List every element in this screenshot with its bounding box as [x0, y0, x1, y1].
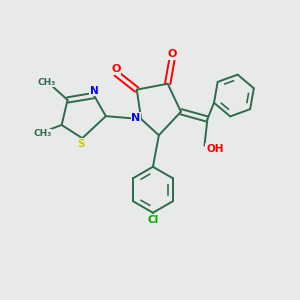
Text: O: O	[112, 64, 121, 74]
Text: O: O	[167, 49, 177, 59]
Text: OH: OH	[206, 143, 224, 154]
Text: N: N	[131, 112, 140, 123]
Text: Cl: Cl	[147, 215, 159, 225]
Text: S: S	[77, 139, 85, 149]
Text: CH₃: CH₃	[33, 129, 52, 138]
Text: N: N	[90, 85, 98, 95]
Text: CH₃: CH₃	[38, 78, 56, 87]
